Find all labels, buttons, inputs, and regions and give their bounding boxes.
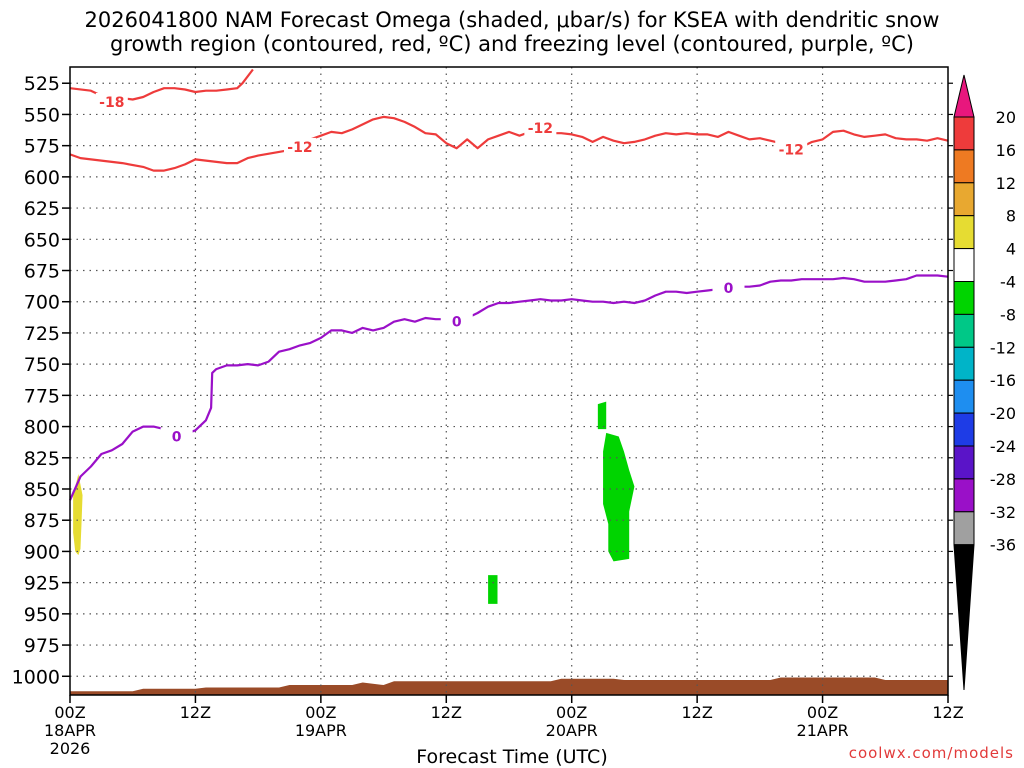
colorbar-top-arrow <box>953 74 975 118</box>
y-tick-label-600: 600 <box>24 167 60 189</box>
omega-shaded-region-2 <box>603 432 635 562</box>
x-axis-label: Forecast Time (UTC) <box>416 746 608 768</box>
x-tick-date-h48: 20APR <box>546 721 598 740</box>
x-tick-date-h0: 18APR <box>44 721 96 740</box>
y-tick-label-525: 525 <box>24 73 60 95</box>
contour-label-bg-1-0 <box>283 137 316 156</box>
x-tick-label-h72: 00Z <box>807 703 838 722</box>
x-tick-date-h72: 21APR <box>797 721 849 740</box>
omega-shaded-region-3 <box>488 575 498 604</box>
omega-shaded-region-0 <box>73 474 83 556</box>
x-tick-year-h0: 2026 <box>50 739 91 758</box>
contour-label-1-0: -12 <box>287 140 312 156</box>
plot-frame <box>69 66 949 696</box>
y-tick-label-625: 625 <box>24 198 60 220</box>
colorbar-swatch-2 <box>953 182 975 217</box>
contour-label-bg-2-0 <box>160 427 193 446</box>
colorbar-swatch-10 <box>953 445 975 480</box>
contour-label-bg-2-2 <box>712 278 745 297</box>
colorbar-label-4: 4 <box>1006 240 1016 259</box>
y-tick-label-900: 900 <box>24 541 60 563</box>
x-tick-label-h0: 00Z <box>54 703 85 722</box>
y-tick-label-725: 725 <box>24 323 60 345</box>
colorbar-swatch-11 <box>953 478 975 513</box>
site-credit: coolwx.com/models <box>848 744 1014 762</box>
colorbar-swatch-8 <box>953 379 975 414</box>
x-tick-label-h24: 00Z <box>305 703 336 722</box>
colorbar-swatch-6 <box>953 313 975 348</box>
colorbar-label-5: -4 <box>1000 273 1016 292</box>
y-tick-label-975: 975 <box>24 635 60 657</box>
x-tick-label-h48: 00Z <box>556 703 587 722</box>
contour-label-2-0: 0 <box>172 430 182 446</box>
contour-label-2-1: 0 <box>452 315 462 331</box>
y-tick-label-675: 675 <box>24 261 60 283</box>
x-tick-label-h36: 12Z <box>431 703 462 722</box>
colorbar-label-13: -36 <box>990 536 1016 555</box>
y-tick-label-575: 575 <box>24 136 60 158</box>
x-tick-label-h60: 12Z <box>681 703 712 722</box>
colorbar-label-12: -32 <box>990 503 1016 522</box>
colorbar-bottom-arrow <box>953 544 975 691</box>
colorbar-swatch-9 <box>953 412 975 447</box>
y-tick-label-775: 775 <box>24 385 60 407</box>
colorbar-label-11: -28 <box>990 470 1016 489</box>
contour-label-0-0: -18 <box>99 95 124 111</box>
x-tick-label-h84: 12Z <box>932 703 963 722</box>
y-tick-label-825: 825 <box>24 448 60 470</box>
y-tick-label-875: 875 <box>24 510 60 532</box>
colorbar-swatch-0 <box>953 116 975 151</box>
colorbar-label-1: 16 <box>996 141 1016 160</box>
colorbar-label-3: 8 <box>1006 207 1016 226</box>
contour-label-bg-1-1 <box>524 119 557 138</box>
contour-label-1-1: -12 <box>528 121 553 137</box>
y-tick-label-800: 800 <box>24 417 60 439</box>
colorbar-swatch-1 <box>953 149 975 184</box>
colorbar-swatch-12 <box>953 511 975 546</box>
x-tick-date-h24: 19APR <box>295 721 347 740</box>
y-tick-label-550: 550 <box>24 104 60 126</box>
plot-area <box>70 67 948 695</box>
contour-label-bg-2-1 <box>440 312 473 331</box>
colorbar-label-10: -24 <box>990 437 1016 456</box>
colorbar-label-2: 12 <box>996 174 1016 193</box>
y-tick-label-950: 950 <box>24 604 60 626</box>
colorbar-label-9: -20 <box>990 404 1016 423</box>
x-tick-label-h12: 12Z <box>180 703 211 722</box>
colorbar-label-7: -12 <box>990 338 1016 357</box>
contour-line-0-2 <box>68 274 949 501</box>
y-tick-label-650: 650 <box>24 229 60 251</box>
contour-label-1-2: -12 <box>779 142 804 158</box>
contour-label-bg-1-2 <box>775 140 808 159</box>
colorbar-swatch-5 <box>953 281 975 315</box>
terrain-fill <box>70 677 948 695</box>
colorbar-swatch-3 <box>953 215 975 250</box>
y-tick-label-925: 925 <box>24 573 60 595</box>
omega-shaded-region-1 <box>597 401 607 430</box>
colorbar-label-8: -16 <box>990 371 1016 390</box>
colorbar-label-0: 20 <box>996 108 1016 127</box>
contour-label-bg-0-0 <box>95 92 128 111</box>
chart-title-line-1: 2026041800 NAM Forecast Omega (shaded, μ… <box>84 8 940 32</box>
y-tick-label-850: 850 <box>24 479 60 501</box>
contour-label-2-2: 0 <box>724 281 734 297</box>
chart-title-line-2: growth region (contoured, red, ºC) and f… <box>110 32 914 56</box>
y-tick-label-750: 750 <box>24 354 60 376</box>
y-tick-label-1000: 1000 <box>12 666 60 688</box>
colorbar-swatch-4 <box>953 248 975 283</box>
colorbar-swatch-7 <box>953 346 975 381</box>
colorbar-label-6: -8 <box>1000 305 1016 324</box>
y-tick-label-700: 700 <box>24 292 60 314</box>
